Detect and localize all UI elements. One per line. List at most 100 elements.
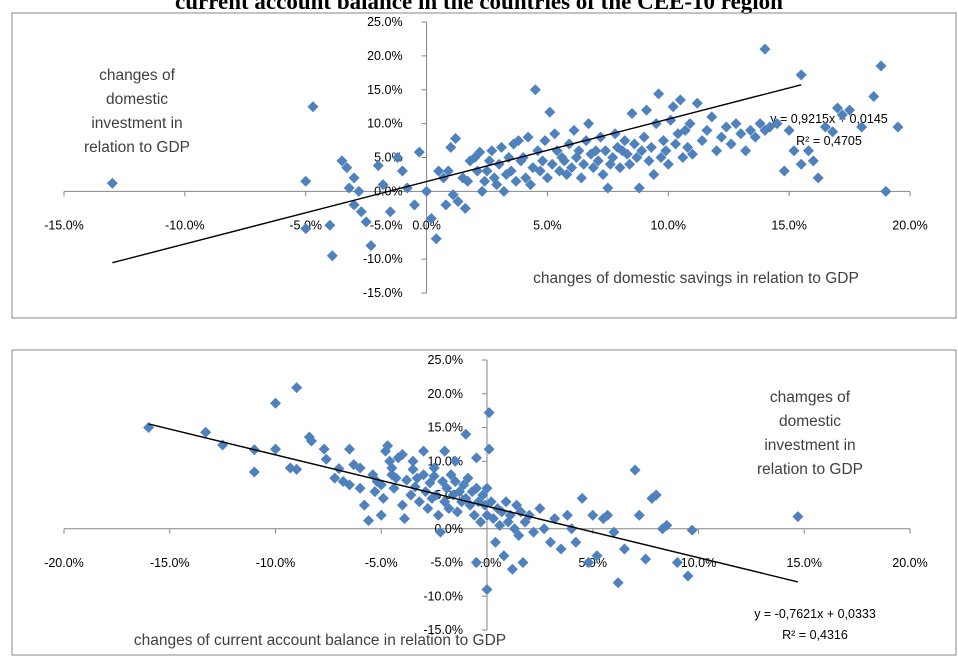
data-point <box>407 455 419 467</box>
data-point <box>443 503 455 514</box>
data-point <box>407 463 419 475</box>
page-title: current account balance in the countries… <box>175 0 783 14</box>
y-axis-label-line: changes of <box>99 67 176 84</box>
data-point <box>875 60 887 72</box>
data-point <box>633 509 645 521</box>
y-axis-label-line: relation to GDP <box>757 461 863 478</box>
data-point <box>570 536 582 548</box>
y-tick-label: 25.0% <box>428 353 463 367</box>
data-point <box>445 141 457 153</box>
data-point <box>696 135 708 147</box>
data-point <box>677 152 689 163</box>
y-axis-label-line: domestic <box>106 91 168 108</box>
data-point <box>388 482 400 494</box>
data-point <box>462 175 474 187</box>
data-point <box>691 97 703 109</box>
y-tick-label: 5.0% <box>374 151 403 165</box>
data-point <box>513 530 525 541</box>
data-point <box>500 496 512 508</box>
data-point <box>856 121 868 133</box>
data-point <box>807 155 819 167</box>
data-point <box>523 509 535 521</box>
data-point <box>396 449 408 460</box>
data-point <box>498 185 510 197</box>
data-point <box>655 152 667 163</box>
data-point <box>498 550 510 562</box>
x-tick-label: 15.0% <box>771 218 806 232</box>
data-point <box>481 482 493 494</box>
data-point <box>485 496 497 508</box>
data-point <box>344 443 356 455</box>
data-point <box>544 536 556 548</box>
data-point <box>506 563 518 575</box>
data-point <box>450 133 462 145</box>
data-point <box>354 462 366 474</box>
data-point <box>592 155 604 167</box>
y-tick-label: 15.0% <box>428 421 463 435</box>
data-point <box>428 470 440 482</box>
data-point <box>660 145 672 157</box>
data-point <box>645 141 657 153</box>
data-point <box>735 128 747 140</box>
data-point <box>510 175 522 187</box>
data-point <box>358 499 370 511</box>
data-point <box>447 189 459 201</box>
data-point <box>496 141 508 153</box>
chart-frame <box>11 349 957 656</box>
data-point <box>754 118 766 130</box>
data-point <box>546 158 558 170</box>
y-axis-label-line: relation to GDP <box>84 139 190 156</box>
data-point <box>573 145 585 157</box>
y-tick-label: -10.0% <box>363 252 403 266</box>
data-point <box>686 524 698 536</box>
data-point <box>667 101 679 113</box>
data-point <box>650 489 662 501</box>
data-point <box>549 128 561 140</box>
data-point <box>749 131 761 143</box>
data-point <box>541 172 553 184</box>
y-axis-label-block: chamges of domestic investment in relation … <box>757 389 863 478</box>
data-point <box>892 121 904 133</box>
data-point <box>602 509 614 521</box>
data-point <box>449 476 461 487</box>
data-point <box>372 160 384 172</box>
x-axis-label: changes of current account balance in re… <box>134 632 506 649</box>
data-point <box>442 165 454 177</box>
data-point <box>778 165 790 177</box>
data-point <box>512 135 524 147</box>
trendline <box>112 84 802 264</box>
x-tick-label: 20.0% <box>892 218 927 232</box>
data-point <box>418 445 430 457</box>
data-point <box>671 557 683 568</box>
data-point <box>587 509 599 521</box>
data-point <box>517 557 529 568</box>
trendline-equation: y = 0,9215x + 0,0145 <box>770 112 888 126</box>
data-point <box>561 509 573 521</box>
x-tick-label: -20.0% <box>44 556 84 570</box>
data-point <box>483 443 495 455</box>
data-point <box>396 499 408 511</box>
data-point <box>470 452 482 464</box>
data-point <box>413 496 425 508</box>
data-point <box>401 474 413 486</box>
y-tick-label: -15.0% <box>363 286 403 300</box>
data-point <box>629 464 641 476</box>
data-point <box>640 553 652 565</box>
data-point <box>329 472 341 484</box>
data-point <box>583 118 595 130</box>
data-point <box>684 118 696 130</box>
x-tick-label: -15.0% <box>150 556 190 570</box>
data-point <box>348 172 360 184</box>
data-point <box>744 124 756 136</box>
data-point <box>587 162 599 174</box>
x-tick-label: -10.0% <box>256 556 296 570</box>
data-point <box>682 570 694 582</box>
data-point <box>534 165 546 177</box>
data-point <box>636 145 648 157</box>
data-point <box>701 124 713 136</box>
data-point <box>771 118 783 130</box>
data-point <box>576 492 588 504</box>
data-point <box>353 185 365 197</box>
data-point <box>336 155 348 167</box>
